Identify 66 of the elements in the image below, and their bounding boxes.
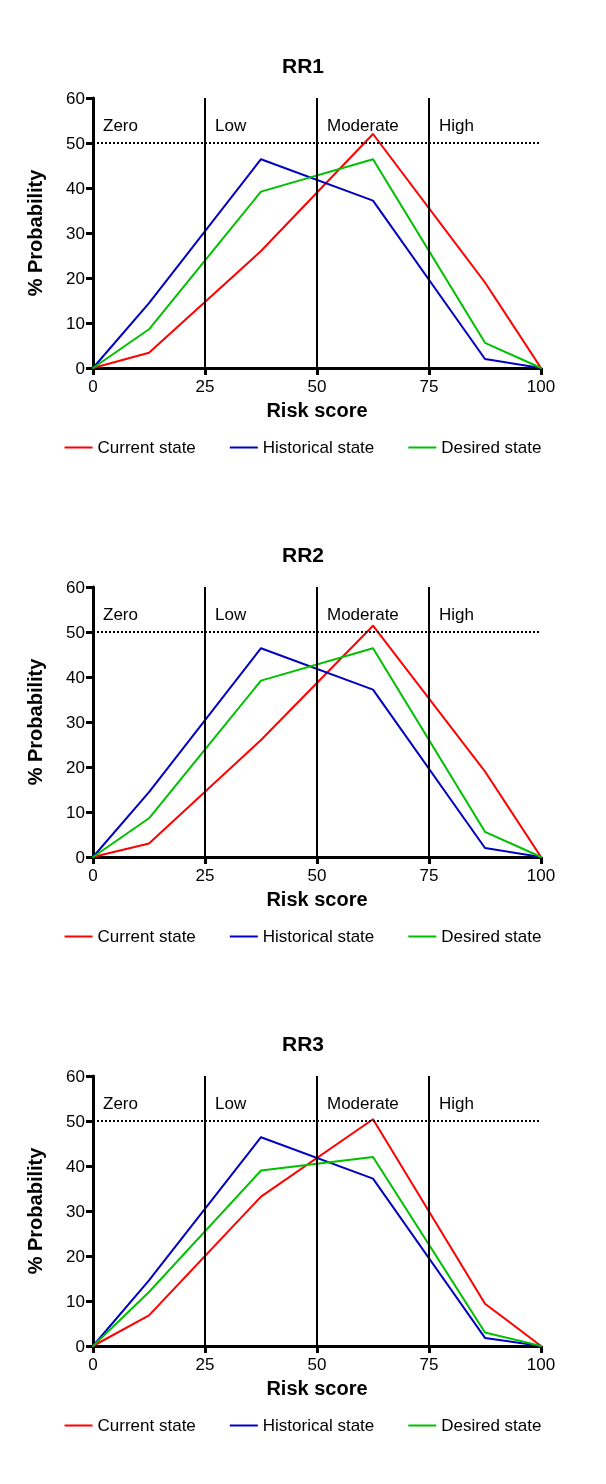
- y-tick-label: 50: [66, 1111, 85, 1131]
- y-tick-label: 60: [66, 88, 85, 108]
- chart-title: RR3: [281, 1032, 325, 1055]
- y-tick-label: 40: [66, 1156, 85, 1176]
- x-tick-label: 50: [307, 1355, 327, 1374]
- y-tick-label: 50: [66, 622, 85, 642]
- x-tick-label: 0: [88, 866, 98, 885]
- annotation: High: [438, 604, 474, 624]
- x-tick-label: 25: [195, 866, 215, 885]
- y-tick-label: 10: [66, 313, 85, 333]
- annotation: High: [438, 1093, 474, 1113]
- y-tick-label: 60: [66, 577, 85, 597]
- y-tick-label: 40: [66, 667, 85, 687]
- x-axis-title: Risk score: [266, 888, 368, 910]
- y-tick-label: 10: [66, 1291, 85, 1311]
- y-tick-label: 20: [66, 1246, 85, 1266]
- annotation: Moderate: [326, 116, 399, 135]
- legend-label: Historical state: [262, 1416, 375, 1435]
- y-axis-title: % Probability: [24, 657, 46, 786]
- annotation: Low: [214, 604, 247, 624]
- y-tick-label: 0: [75, 1336, 85, 1356]
- y-tick-label: 50: [66, 133, 85, 153]
- y-tick-label: 30: [66, 712, 85, 732]
- legend-label: Current state: [97, 438, 196, 457]
- x-axis-title: Risk score: [266, 399, 368, 421]
- y-tick-label: 10: [66, 802, 85, 822]
- x-tick-label: 75: [419, 1355, 439, 1374]
- x-axis-title: Risk score: [266, 1377, 368, 1399]
- chart-title: RR1: [281, 54, 325, 77]
- legend-label: Current state: [97, 927, 196, 946]
- y-tick-label: 60: [66, 1066, 85, 1086]
- legend-label: Desired state: [441, 1416, 542, 1435]
- y-tick-label: 0: [75, 847, 85, 867]
- legend-label: Historical state: [262, 927, 375, 946]
- legend-label: Historical state: [262, 438, 375, 457]
- annotation: Zero: [103, 604, 138, 624]
- x-tick-label: 0: [88, 1355, 98, 1374]
- y-tick-label: 20: [66, 757, 85, 777]
- annotation: Low: [214, 116, 247, 135]
- legend-label: Desired state: [441, 927, 542, 946]
- y-tick-label: 20: [66, 268, 85, 288]
- legend-label: Current state: [97, 1416, 196, 1435]
- y-axis-title: % Probability: [24, 1146, 46, 1275]
- x-tick-label: 100: [526, 1355, 556, 1374]
- y-tick-label: 30: [66, 223, 85, 243]
- y-tick-label: 0: [75, 358, 85, 378]
- y-tick-label: 30: [66, 1201, 85, 1221]
- x-tick-label: 75: [419, 866, 439, 885]
- annotation: Zero: [103, 1093, 138, 1113]
- annotation: Moderate: [326, 604, 399, 624]
- annotation: Zero: [103, 116, 138, 135]
- x-tick-label: 50: [307, 377, 327, 396]
- chart-title: RR2: [281, 543, 325, 566]
- x-tick-label: 100: [526, 866, 556, 885]
- x-tick-label: 0: [88, 377, 98, 396]
- y-tick-label: 40: [66, 178, 85, 198]
- x-tick-label: 75: [419, 377, 439, 396]
- y-axis-title: % Probability: [24, 168, 46, 297]
- legend-label: Desired state: [441, 438, 542, 457]
- annotation: Moderate: [326, 1093, 399, 1113]
- annotation: High: [438, 116, 474, 135]
- x-tick-label: 25: [195, 377, 215, 396]
- annotation: Low: [214, 1093, 247, 1113]
- x-tick-label: 100: [526, 377, 556, 396]
- x-tick-label: 50: [307, 866, 327, 885]
- x-tick-label: 25: [195, 1355, 215, 1374]
